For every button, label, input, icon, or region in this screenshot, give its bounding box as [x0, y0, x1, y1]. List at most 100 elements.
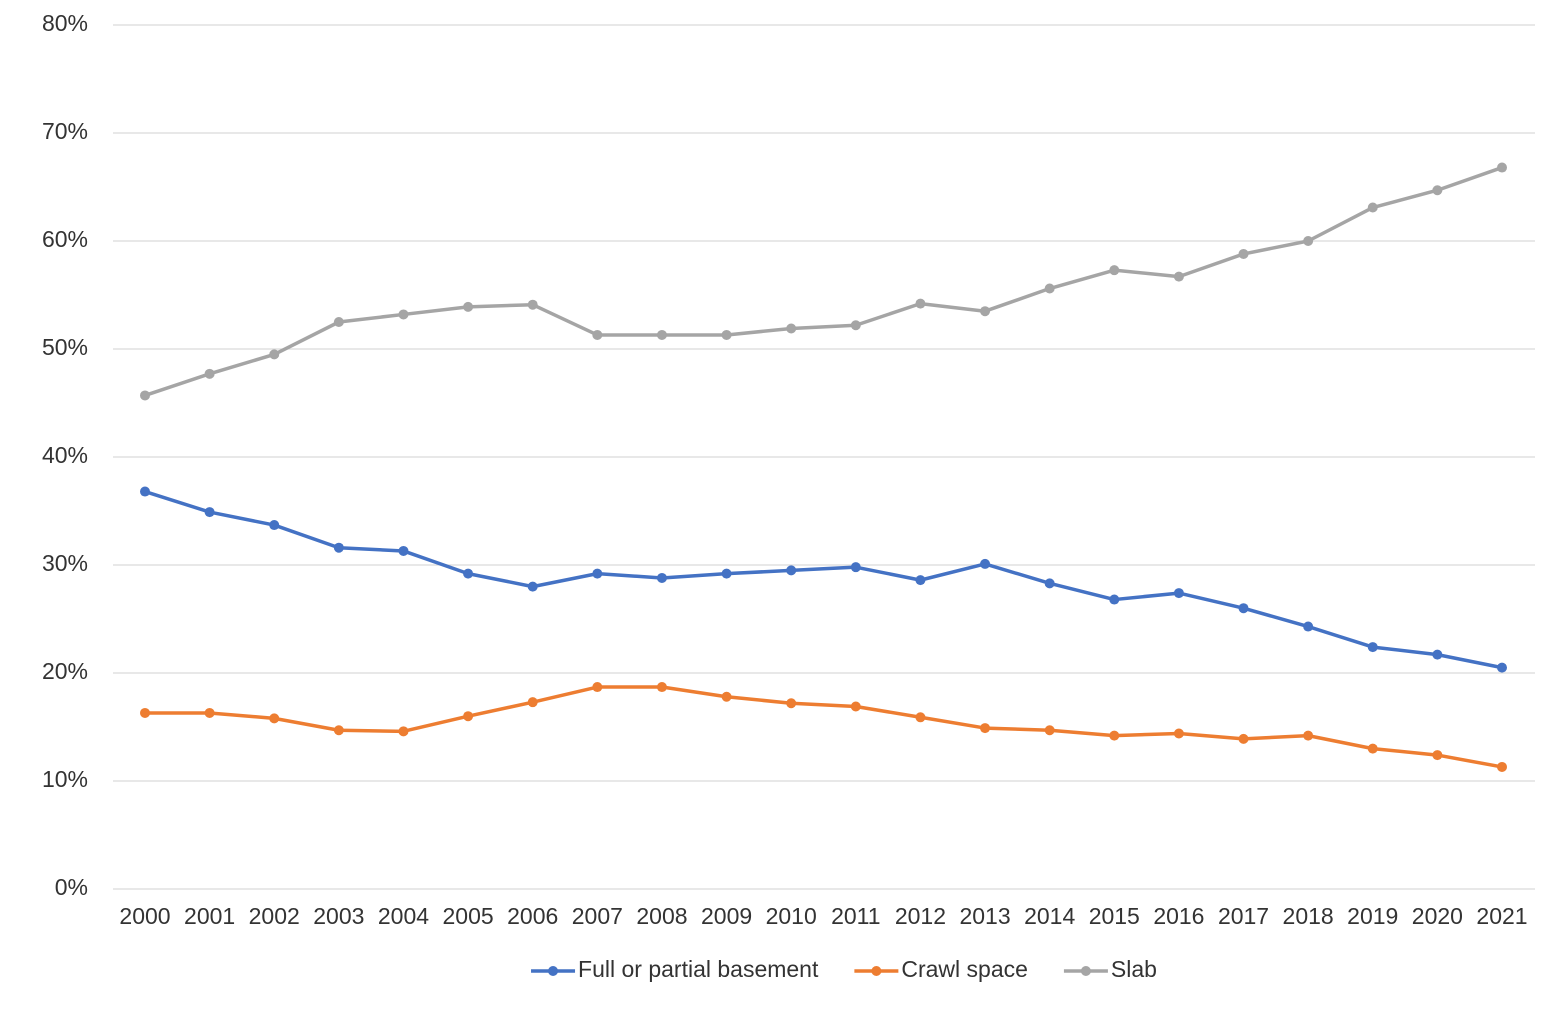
data-point	[721, 329, 732, 340]
y-tick-label: 60%	[42, 226, 88, 252]
x-tick-label: 2010	[766, 903, 817, 929]
x-tick-label: 2008	[636, 903, 687, 929]
x-tick-label: 2003	[313, 903, 364, 929]
data-point	[592, 568, 603, 579]
data-point	[140, 486, 150, 497]
data-point	[786, 565, 797, 576]
x-tick-label: 2000	[119, 903, 170, 929]
x-tick-label: 2006	[507, 903, 558, 929]
data-point	[1432, 750, 1443, 761]
y-tick-label: 10%	[42, 766, 88, 792]
legend-marker	[871, 966, 882, 976]
x-tick-label: 2005	[443, 903, 494, 929]
data-point	[1497, 761, 1507, 772]
data-point	[1432, 185, 1443, 196]
legend-item: Crawl space	[854, 956, 1028, 982]
data-point	[1367, 743, 1378, 754]
data-point	[1238, 248, 1249, 259]
data-point	[1432, 649, 1443, 660]
data-point	[333, 317, 344, 327]
x-tick-label: 2002	[249, 903, 300, 929]
y-tick-label: 50%	[42, 334, 88, 360]
x-tick-label: 2016	[1153, 903, 1204, 929]
data-point	[1109, 265, 1120, 276]
data-point	[463, 301, 474, 312]
legend-label: Full or partial basement	[578, 956, 819, 982]
data-point	[1497, 662, 1507, 673]
data-point	[980, 306, 991, 317]
data-point	[1109, 730, 1120, 741]
data-point	[850, 562, 861, 573]
y-tick-label: 80%	[42, 10, 88, 36]
data-point	[786, 698, 797, 709]
x-tick-label: 2011	[831, 903, 880, 929]
data-point	[269, 349, 280, 360]
data-point	[915, 298, 926, 309]
data-point	[204, 707, 215, 718]
data-point	[1367, 202, 1378, 213]
x-tick-label: 2020	[1412, 903, 1463, 929]
data-point	[592, 329, 603, 340]
data-point	[398, 309, 409, 320]
data-point	[398, 726, 409, 737]
data-point	[1044, 725, 1055, 736]
data-point	[204, 507, 215, 518]
series-line	[144, 165, 1503, 398]
data-point	[333, 725, 344, 736]
data-point	[1109, 594, 1120, 605]
data-point	[850, 701, 861, 712]
x-tick-label: 2013	[959, 903, 1010, 929]
data-point	[1497, 162, 1507, 173]
data-point	[592, 682, 603, 693]
data-point	[721, 691, 732, 702]
x-tick-label: 2021	[1476, 903, 1527, 929]
data-point	[656, 329, 667, 340]
data-point	[980, 723, 991, 734]
data-point	[527, 581, 538, 592]
data-point	[980, 558, 991, 569]
x-tick-label: 2014	[1024, 903, 1075, 929]
data-point	[656, 572, 667, 583]
data-point	[527, 299, 538, 310]
y-tick-label: 0%	[55, 874, 88, 900]
data-point	[721, 568, 732, 579]
legend-marker	[1080, 966, 1091, 976]
data-point	[269, 713, 280, 724]
legend-marker	[548, 966, 559, 976]
legend-item: Full or partial basement	[531, 956, 819, 982]
data-point	[463, 711, 474, 722]
y-tick-label: 30%	[42, 550, 88, 576]
x-tick-label: 2009	[701, 903, 752, 929]
legend-label: Crawl space	[901, 956, 1028, 982]
series-line	[145, 685, 1503, 769]
data-point	[463, 568, 474, 579]
legend: Full or partial basement Crawl space Slab	[531, 956, 1157, 982]
data-point	[1367, 642, 1378, 653]
x-tick-label: 2018	[1283, 903, 1334, 929]
x-tick-label: 2015	[1089, 903, 1140, 929]
data-point	[1044, 578, 1055, 589]
x-tick-label: 2017	[1218, 903, 1269, 929]
x-tick-label: 2001	[184, 903, 235, 929]
data-point	[1044, 283, 1055, 294]
x-tick-label: 2019	[1347, 903, 1398, 929]
data-point	[1303, 621, 1314, 632]
y-tick-label: 20%	[42, 658, 88, 684]
data-point	[1303, 730, 1314, 741]
data-point	[1173, 728, 1184, 739]
data-point	[1303, 236, 1314, 246]
data-point	[915, 575, 926, 586]
data-point	[1173, 271, 1184, 282]
data-point	[786, 323, 797, 334]
x-tick-label: 2012	[895, 903, 946, 929]
data-point	[204, 368, 215, 379]
y-tick-label: 40%	[42, 442, 88, 468]
data-point	[333, 542, 344, 553]
data-point	[1238, 603, 1249, 614]
data-point	[269, 520, 280, 531]
data-point	[850, 320, 861, 331]
legend-label: Slab	[1111, 956, 1157, 982]
y-tick-label: 70%	[42, 118, 88, 144]
